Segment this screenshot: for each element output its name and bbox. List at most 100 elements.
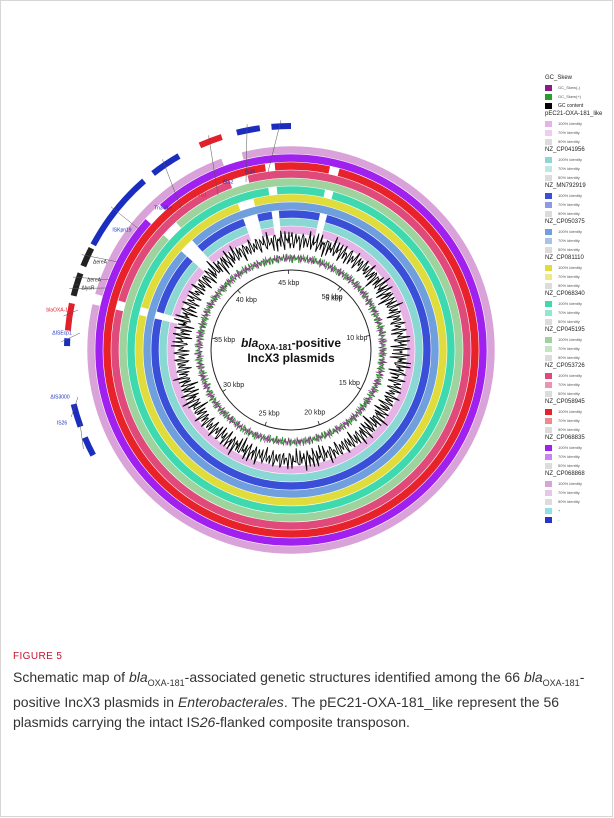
legend-label: 50% identity	[558, 355, 580, 360]
legend-swatch	[545, 489, 552, 496]
kbp-label: 20 kbp	[304, 410, 325, 417]
circular-plasmid-map: 5 kbp 10 kbp 15 kbp 20 kbp 25 kbp 30 kbp 35 kb…	[46, 120, 495, 554]
legend-section-title: NZ_CP050375	[545, 219, 585, 225]
ring-gap	[192, 251, 209, 268]
annotation-leader	[245, 124, 248, 183]
legend-label: 100% identity	[558, 265, 583, 270]
legend-label: 50% identity	[558, 499, 580, 504]
legend-section-title: pEC21-OXA-181_like	[545, 111, 603, 117]
legend-swatch	[545, 165, 552, 172]
center-title-line1: blaOXA-181-positive	[241, 336, 341, 352]
kbp-label: 10 kbp	[346, 335, 367, 342]
identity-ring-nz-mn792919	[151, 210, 431, 490]
legend-swatch	[545, 201, 552, 208]
legend-item: 100% identity	[545, 371, 611, 380]
legend-item: 50% identity	[545, 245, 611, 254]
legend-label: 100% identity	[558, 157, 583, 162]
legend-item: 100% identity	[545, 191, 611, 200]
legend-item: 70% identity	[545, 128, 611, 137]
gene-label: blaOXA-181	[46, 308, 73, 314]
kbp-tick	[339, 288, 343, 292]
annotation-leader	[70, 396, 79, 418]
ring-gap	[145, 204, 166, 225]
kbp-tick	[237, 289, 241, 294]
legend-swatch	[545, 264, 552, 271]
legend-label: 50% identity	[558, 175, 580, 180]
gc-skew-minus-trace	[194, 253, 388, 447]
identity-ring-nz-cp050375	[143, 202, 439, 498]
gc-content-trace	[170, 230, 412, 471]
identity-ring-nz-cp041956	[159, 218, 423, 482]
kbp-label: 30 kbp	[223, 382, 244, 389]
kbp-label: 50 kbp	[322, 294, 343, 301]
legend-label: 70% identity	[558, 130, 580, 135]
ring-gap	[243, 214, 260, 226]
kbp-label: 35 kbp	[214, 337, 235, 344]
legend-swatch	[545, 426, 552, 433]
annotation-leader	[208, 135, 219, 196]
legend-section-title: NZ_CP068835	[545, 435, 585, 441]
ring-gap	[139, 306, 149, 317]
kbp-tick	[317, 420, 320, 425]
legend-item: 50% identity	[545, 137, 611, 146]
legend-item: 70% identity	[545, 416, 611, 425]
legend-swatch	[545, 462, 552, 469]
legend-item: GC_Skew(+)	[545, 92, 611, 101]
legend-label: 100% identity	[558, 121, 583, 126]
legend-section-title: NZ_CP081110	[545, 255, 584, 261]
ring-gap	[268, 186, 278, 196]
legend-label: GC content	[558, 102, 584, 109]
legend-swatch	[545, 390, 552, 397]
ring-gap	[115, 300, 126, 312]
legend-label: 100% identity	[558, 229, 583, 234]
legend-item: GC_Skew(-)	[545, 83, 611, 92]
identity-ring-nz-cp068340	[127, 186, 455, 514]
legend-swatch	[545, 84, 552, 91]
gene-block	[236, 125, 261, 136]
legend-item: 70% identity	[545, 452, 611, 461]
legend: GC_Skew GC_Skew(-) GC_Skew(+) GC content pEC…	[545, 74, 611, 524]
legend-swatch	[545, 102, 552, 109]
legend-label: 70% identity	[558, 310, 580, 315]
legend-item: 70% identity	[545, 200, 611, 209]
legend-item: 50% identity	[545, 497, 611, 506]
legend-item: 100% identity	[545, 443, 611, 452]
kbp-tick	[211, 337, 216, 340]
kbp-label: 25 kbp	[259, 410, 280, 417]
kbp-label: 45 kbp	[278, 280, 299, 287]
kbp-tick	[264, 421, 267, 426]
legend-section-title: NZ_CP041956	[545, 147, 585, 153]
annotation-leader	[72, 276, 113, 281]
legend-swatch	[545, 210, 552, 217]
legend-label: 100% identity	[558, 409, 583, 414]
gene-label: IS26	[245, 170, 256, 176]
legend-item: 70% identity	[545, 236, 611, 245]
figure-label: FIGURE 5	[13, 651, 63, 662]
legend-item: 50% identity	[545, 461, 611, 470]
gene-label: IS26	[57, 421, 68, 427]
legend-swatch	[545, 174, 552, 181]
legend-section-title: NZ_CP068868	[545, 471, 585, 477]
legend-label: 70% identity	[558, 274, 580, 279]
legend-item: 70% identity	[545, 272, 611, 281]
legend-swatch	[545, 237, 552, 244]
legend-swatch	[545, 516, 552, 523]
legend-label: 70% identity	[558, 346, 580, 351]
annotation-leader	[162, 159, 182, 209]
legend-swatch	[545, 156, 552, 163]
legend-label: 100% identity	[558, 301, 583, 306]
kbp-tick	[222, 389, 227, 392]
legend-label: 50% identity	[558, 247, 580, 252]
legend-strand-item: -	[545, 515, 611, 524]
legend-item: 70% identity	[545, 488, 611, 497]
legend-label: 50% identity	[558, 139, 580, 144]
ring-gap	[245, 221, 262, 234]
gene-block	[64, 302, 75, 331]
plasmid-ring-diagram: 5 kbp 10 kbp 15 kbp 20 kbp 25 kbp 30 kbp 35 kb…	[46, 120, 495, 554]
legend-section-title: NZ_CP045195	[545, 327, 585, 333]
identity-ring-nz-cp068835	[95, 154, 487, 546]
ring-gap	[316, 220, 326, 231]
gene-block	[70, 403, 84, 428]
ring-gap	[271, 210, 280, 220]
identity-ring-nz-cp068868	[87, 146, 495, 554]
